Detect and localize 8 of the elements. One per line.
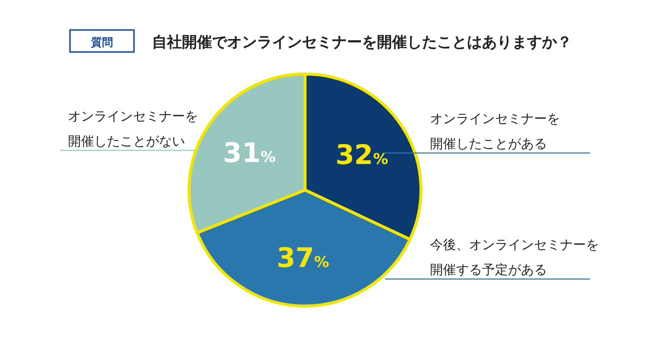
data-label: 37%	[276, 243, 330, 274]
data-label: 31%	[223, 138, 276, 170]
slice-label: オンラインセミナーを開催したことがない	[68, 109, 198, 150]
data-label: 32%	[336, 140, 388, 171]
chart-title: 自社開催でオンラインセミナーを開催したことはありますか？	[152, 33, 572, 51]
slice-label: オンラインセミナーを開催したことがある	[430, 112, 560, 152]
slice-label: 今後、オンラインセミナーを開催する予定がある	[430, 238, 599, 278]
text: 質問	[90, 36, 113, 49]
